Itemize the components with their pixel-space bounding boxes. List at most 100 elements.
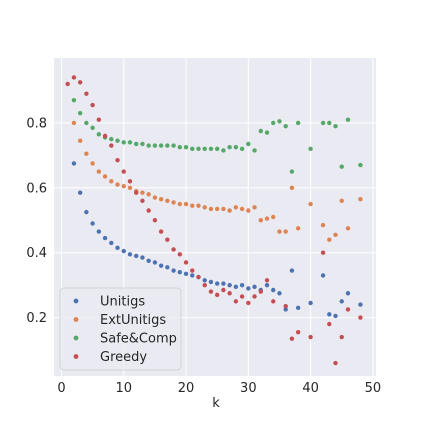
data-point: [221, 287, 226, 293]
data-point: [277, 229, 282, 234]
data-point: [258, 218, 263, 223]
data-point: [327, 237, 332, 242]
data-point: [308, 300, 313, 306]
data-point: [233, 299, 239, 304]
data-point: [246, 208, 251, 213]
data-point: [109, 240, 114, 246]
data-point: [320, 250, 326, 255]
data-point: [134, 190, 139, 195]
data-point: [84, 209, 89, 215]
data-point: [264, 282, 270, 288]
data-point: [77, 190, 83, 195]
data-point: [308, 146, 313, 152]
data-point: [221, 281, 226, 286]
x-tick-label: 20: [178, 381, 195, 396]
data-point: [109, 179, 114, 184]
data-point: [333, 123, 338, 129]
y-tick-label: 0.2: [26, 311, 47, 326]
data-point: [246, 300, 251, 306]
data-point: [90, 125, 95, 130]
data-point: [71, 97, 77, 103]
data-point: [71, 161, 77, 166]
data-point: [140, 141, 145, 147]
data-point: [227, 145, 232, 150]
data-point: [339, 299, 344, 304]
data-point: [295, 120, 301, 126]
y-tick-label: 0.8: [26, 116, 47, 131]
data-point: [140, 190, 145, 195]
data-point: [345, 291, 351, 296]
data-point: [214, 146, 220, 152]
data-point: [196, 274, 201, 280]
data-point: [327, 312, 332, 317]
data-point: [140, 255, 145, 260]
data-point: [134, 253, 139, 259]
data-point: [283, 123, 288, 129]
data-point: [208, 146, 214, 152]
data-point: [77, 138, 83, 143]
x-axis-label: k: [212, 396, 220, 411]
data-point: [339, 334, 344, 340]
data-point: [84, 120, 89, 126]
data-point: [258, 289, 263, 294]
data-point: [271, 287, 276, 293]
data-point: [345, 117, 351, 122]
data-point: [171, 247, 176, 252]
data-point: [190, 203, 195, 208]
data-point: [121, 183, 126, 189]
data-point: [283, 307, 288, 312]
y-tick-label: 0.6: [26, 181, 47, 196]
data-point: [295, 226, 301, 231]
data-point: [65, 81, 70, 87]
data-point: [202, 278, 207, 283]
data-point: [152, 260, 158, 265]
data-point: [146, 208, 151, 213]
data-point: [221, 148, 226, 153]
data-point: [109, 136, 114, 142]
data-point: [345, 307, 351, 312]
data-point: [208, 279, 214, 285]
data-point: [158, 143, 164, 148]
data-point: [202, 146, 207, 152]
data-point: [339, 198, 344, 203]
data-point: [264, 216, 270, 221]
x-tick-label: 10: [115, 381, 132, 396]
legend-marker: [73, 298, 79, 304]
x-tick-labels: 0 10 20 30 40 50: [57, 381, 381, 396]
data-point: [152, 195, 158, 200]
data-point: [146, 143, 151, 148]
data-point: [233, 205, 239, 210]
data-point: [320, 120, 326, 126]
data-point: [333, 313, 338, 319]
data-point: [146, 192, 151, 197]
data-point: [158, 196, 164, 202]
data-point: [171, 200, 176, 205]
data-point: [90, 161, 95, 166]
data-point: [339, 164, 344, 169]
data-point: [264, 130, 270, 135]
data-point: [320, 273, 326, 278]
data-point: [90, 221, 95, 226]
legend-box: [59, 287, 182, 371]
data-point: [214, 206, 220, 212]
data-point: [71, 75, 77, 80]
data-point: [295, 305, 301, 311]
data-point: [333, 360, 338, 366]
data-point: [345, 226, 351, 231]
data-point: [127, 185, 133, 190]
legend-label: ExtUnitigs: [100, 313, 166, 328]
data-point: [183, 145, 189, 150]
legend-label: Unitigs: [100, 295, 145, 310]
data-point: [289, 169, 295, 174]
data-point: [239, 206, 245, 212]
data-point: [358, 315, 363, 320]
data-point: [271, 120, 276, 126]
data-point: [358, 196, 363, 202]
data-point: [183, 260, 189, 265]
data-point: [277, 291, 282, 296]
series-greedy: [65, 75, 363, 366]
legend-marker: [73, 317, 79, 322]
data-point: [239, 282, 245, 288]
data-point: [102, 133, 108, 139]
